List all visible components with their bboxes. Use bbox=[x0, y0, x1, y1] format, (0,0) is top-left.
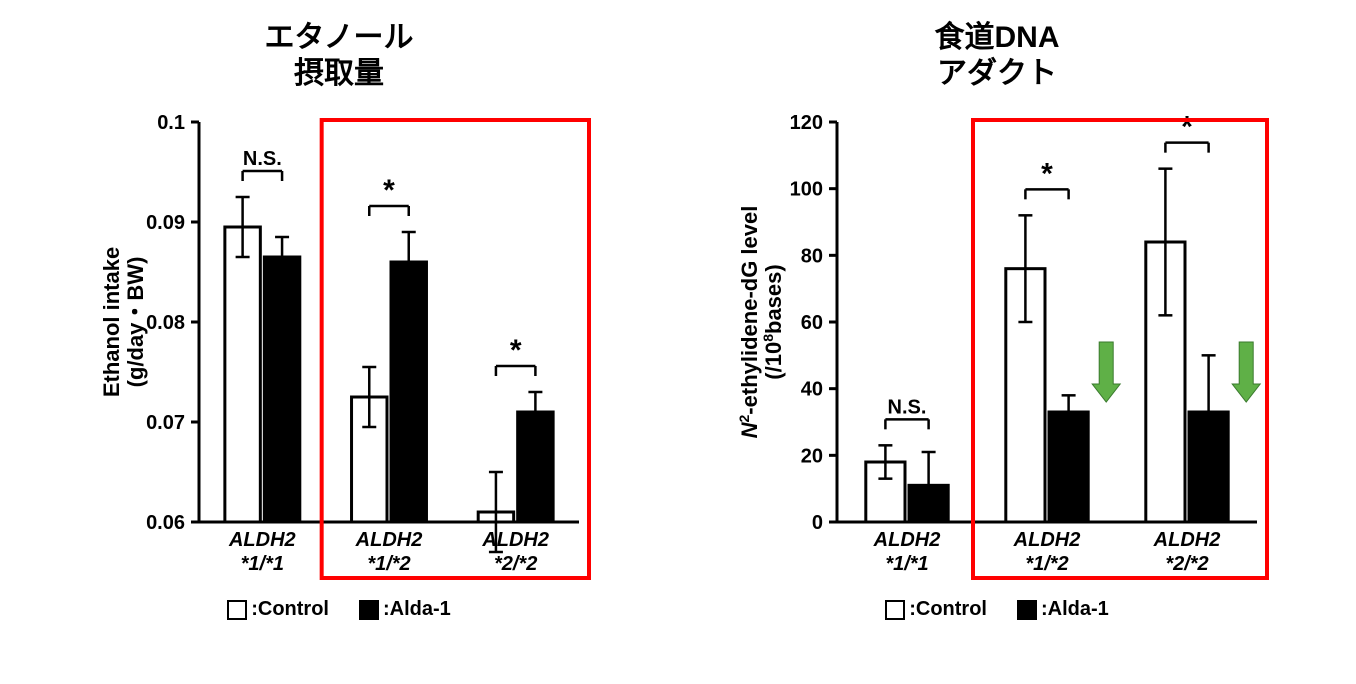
svg-text:ALDH2: ALDH2 bbox=[873, 529, 941, 551]
svg-text:(/108bases): (/108bases) bbox=[760, 264, 786, 379]
legend-control-swatch-r bbox=[885, 600, 905, 620]
svg-text:0.09: 0.09 bbox=[146, 212, 185, 234]
legend-alda-swatch bbox=[359, 600, 379, 620]
legend-control-swatch bbox=[227, 600, 247, 620]
svg-text:ALDH2: ALDH2 bbox=[355, 529, 423, 551]
svg-text:60: 60 bbox=[801, 312, 823, 334]
svg-text:*: * bbox=[510, 334, 522, 367]
svg-text:N.S.: N.S. bbox=[888, 396, 927, 418]
svg-text:0.08: 0.08 bbox=[146, 312, 185, 334]
svg-text:ALDH2: ALDH2 bbox=[481, 529, 549, 551]
left-title-l1: エタノール bbox=[264, 21, 413, 54]
svg-text:*2/*2: *2/*2 bbox=[1165, 553, 1208, 575]
svg-text:*: * bbox=[1041, 157, 1053, 190]
right-legend: :Control :Alda-1 bbox=[885, 598, 1109, 621]
svg-text:ALDH2: ALDH2 bbox=[1153, 529, 1221, 551]
right-title: 食道DNA アダクト bbox=[935, 20, 1060, 92]
left-chart: 0.06 0.07 0.08 0.09 0.1 Ethanol intake(g/day・… bbox=[79, 102, 599, 592]
svg-text:40: 40 bbox=[801, 379, 823, 401]
svg-text:120: 120 bbox=[790, 112, 823, 134]
svg-text:ALDH2: ALDH2 bbox=[1013, 529, 1081, 551]
legend-control-r: :Control bbox=[885, 598, 987, 621]
right-title-l2: アダクト bbox=[937, 57, 1057, 90]
legend-alda: :Alda-1 bbox=[359, 598, 451, 621]
svg-text:ALDH2: ALDH2 bbox=[228, 529, 296, 551]
dna-adduct-panel: 食道DNA アダクト 0 20 40 60 80 100 120 N2-ethylidene-… bbox=[717, 20, 1277, 621]
left-legend: :Control :Alda-1 bbox=[227, 598, 451, 621]
svg-text:*: * bbox=[1181, 111, 1193, 144]
legend-control: :Control bbox=[227, 598, 329, 621]
right-chart: 0 20 40 60 80 100 120 N2-ethylidene-dG level(/1… bbox=[717, 102, 1277, 592]
legend-alda-label-r: :Alda-1 bbox=[1041, 598, 1109, 621]
svg-text:20: 20 bbox=[801, 445, 823, 467]
legend-alda-label: :Alda-1 bbox=[383, 598, 451, 621]
svg-text:0.1: 0.1 bbox=[157, 112, 185, 134]
svg-text:*: * bbox=[383, 174, 395, 207]
left-title-l2: 摂取量 bbox=[294, 57, 384, 90]
svg-text:(g/day・BW): (g/day・BW) bbox=[123, 257, 148, 388]
svg-text:N2-ethylidene-dG level: N2-ethylidene-dG level bbox=[736, 206, 762, 439]
left-title: エタノール 摂取量 bbox=[264, 20, 413, 92]
right-chart-wrap: 0 20 40 60 80 100 120 N2-ethylidene-dG level(/1… bbox=[717, 102, 1277, 592]
ethanol-intake-panel: エタノール 摂取量 0.06 0.07 0.08 0.09 0.1 Ethanol int… bbox=[79, 20, 599, 621]
svg-text:Ethanol intake: Ethanol intake bbox=[99, 247, 124, 397]
legend-alda-r: :Alda-1 bbox=[1017, 598, 1109, 621]
svg-text:0.06: 0.06 bbox=[146, 512, 185, 534]
svg-text:0.07: 0.07 bbox=[146, 412, 185, 434]
svg-text:*1/*2: *1/*2 bbox=[1025, 553, 1068, 575]
left-chart-wrap: 0.06 0.07 0.08 0.09 0.1 Ethanol intake(g/day・… bbox=[79, 102, 599, 592]
svg-text:N.S.: N.S. bbox=[243, 148, 282, 170]
svg-text:*1/*1: *1/*1 bbox=[885, 553, 928, 575]
legend-alda-swatch-r bbox=[1017, 600, 1037, 620]
svg-text:*1/*1: *1/*1 bbox=[241, 553, 284, 575]
svg-text:*2/*2: *2/*2 bbox=[494, 553, 537, 575]
svg-text:100: 100 bbox=[790, 179, 823, 201]
svg-text:*1/*2: *1/*2 bbox=[367, 553, 410, 575]
svg-text:80: 80 bbox=[801, 245, 823, 267]
legend-control-label: :Control bbox=[251, 598, 329, 621]
legend-control-label-r: :Control bbox=[909, 598, 987, 621]
right-title-l1: 食道DNA bbox=[935, 21, 1060, 54]
svg-text:0: 0 bbox=[812, 512, 823, 534]
